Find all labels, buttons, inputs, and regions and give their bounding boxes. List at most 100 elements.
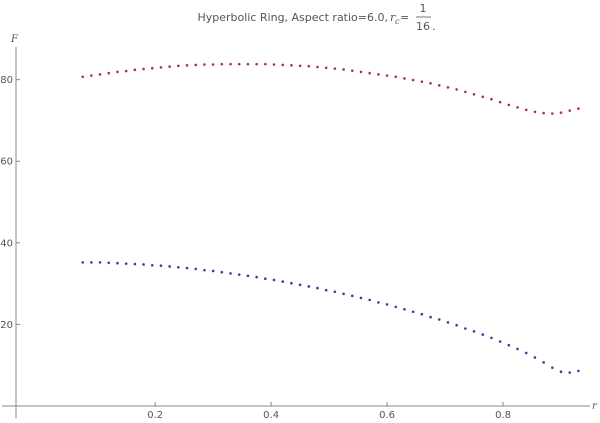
data-point bbox=[385, 303, 389, 306]
data-point bbox=[324, 66, 328, 70]
data-point bbox=[133, 68, 137, 72]
data-point bbox=[194, 267, 198, 271]
x-tick-label: 0.6 bbox=[379, 410, 395, 421]
title-suffix: . bbox=[432, 20, 436, 33]
data-point bbox=[237, 273, 241, 276]
data-point bbox=[464, 90, 467, 94]
data-point bbox=[368, 298, 371, 302]
data-point bbox=[237, 62, 241, 66]
data-point bbox=[264, 62, 267, 66]
data-point bbox=[577, 369, 580, 373]
data-point bbox=[81, 261, 84, 264]
data-point bbox=[551, 366, 554, 369]
y-tick-label: 20 bbox=[0, 320, 13, 331]
data-point bbox=[220, 270, 224, 274]
data-point bbox=[316, 65, 319, 69]
data-point bbox=[368, 71, 371, 75]
data-point bbox=[194, 63, 198, 67]
data-point bbox=[359, 296, 363, 300]
data-point bbox=[246, 274, 250, 278]
data-point bbox=[507, 103, 511, 107]
data-point bbox=[490, 336, 493, 340]
data-point bbox=[124, 69, 128, 73]
data-point bbox=[133, 262, 137, 266]
data-point bbox=[90, 261, 93, 264]
y-tick-label: 80 bbox=[0, 75, 13, 86]
title-fraction-denominator: 16 bbox=[416, 20, 430, 33]
data-point bbox=[437, 84, 441, 87]
data-point bbox=[498, 340, 502, 343]
data-point bbox=[281, 280, 285, 283]
data-point bbox=[220, 62, 224, 66]
data-points bbox=[81, 62, 580, 374]
data-point bbox=[333, 67, 337, 70]
data-point bbox=[229, 62, 232, 66]
data-point bbox=[420, 80, 424, 83]
data-point bbox=[490, 97, 493, 101]
data-point bbox=[116, 261, 119, 265]
data-point bbox=[577, 107, 580, 110]
data-point bbox=[455, 88, 458, 91]
data-point bbox=[246, 62, 250, 66]
title-variable-subscript: c bbox=[395, 17, 400, 26]
data-point bbox=[272, 63, 276, 66]
data-point bbox=[342, 292, 345, 296]
data-point bbox=[481, 95, 485, 99]
data-point bbox=[316, 286, 319, 290]
data-point bbox=[559, 370, 563, 374]
data-point bbox=[359, 70, 363, 74]
x-axis-label: r bbox=[592, 401, 598, 412]
data-point bbox=[533, 110, 537, 114]
data-point bbox=[324, 288, 328, 292]
y-tick-label: 40 bbox=[0, 238, 13, 249]
data-point bbox=[255, 275, 258, 279]
data-point bbox=[177, 64, 180, 68]
series-1 bbox=[81, 62, 580, 115]
data-point bbox=[464, 327, 467, 330]
data-point bbox=[429, 315, 432, 319]
series-2 bbox=[81, 261, 580, 374]
data-point bbox=[481, 333, 485, 336]
data-point bbox=[533, 356, 537, 359]
data-point bbox=[290, 64, 293, 67]
data-point bbox=[411, 78, 415, 82]
data-point bbox=[116, 70, 119, 74]
data-point bbox=[524, 108, 528, 112]
data-point bbox=[507, 343, 511, 347]
data-point bbox=[229, 272, 232, 275]
title-variable: r bbox=[390, 11, 396, 24]
data-point bbox=[542, 111, 545, 115]
data-point bbox=[498, 100, 502, 104]
data-point bbox=[298, 283, 302, 287]
data-point bbox=[168, 265, 171, 268]
data-point bbox=[185, 64, 189, 67]
data-point bbox=[429, 82, 432, 85]
y-axis-label: F bbox=[10, 34, 19, 45]
data-point bbox=[107, 261, 111, 265]
data-point bbox=[350, 69, 354, 72]
data-point bbox=[542, 361, 545, 364]
data-point bbox=[150, 66, 154, 70]
data-point bbox=[437, 318, 441, 321]
y-ticks: 20 40 60 80 bbox=[0, 75, 20, 331]
data-point bbox=[159, 66, 163, 69]
data-point bbox=[298, 64, 302, 68]
data-point bbox=[168, 65, 171, 68]
data-point bbox=[142, 67, 145, 71]
x-tick-label: 0.4 bbox=[263, 410, 279, 421]
chart-title: Hyperbolic Ring, Aspect ratio=6.0, r c =… bbox=[197, 2, 435, 33]
data-point bbox=[255, 62, 258, 66]
data-point bbox=[559, 111, 563, 114]
x-tick-label: 0.2 bbox=[147, 410, 163, 421]
data-point bbox=[446, 321, 450, 324]
data-point bbox=[377, 73, 380, 76]
data-point bbox=[420, 312, 424, 316]
data-point bbox=[394, 75, 398, 79]
data-point bbox=[177, 266, 180, 269]
data-point bbox=[98, 261, 102, 264]
data-point bbox=[472, 93, 476, 96]
data-point bbox=[342, 68, 345, 71]
data-point bbox=[524, 351, 528, 355]
data-point bbox=[377, 301, 380, 304]
